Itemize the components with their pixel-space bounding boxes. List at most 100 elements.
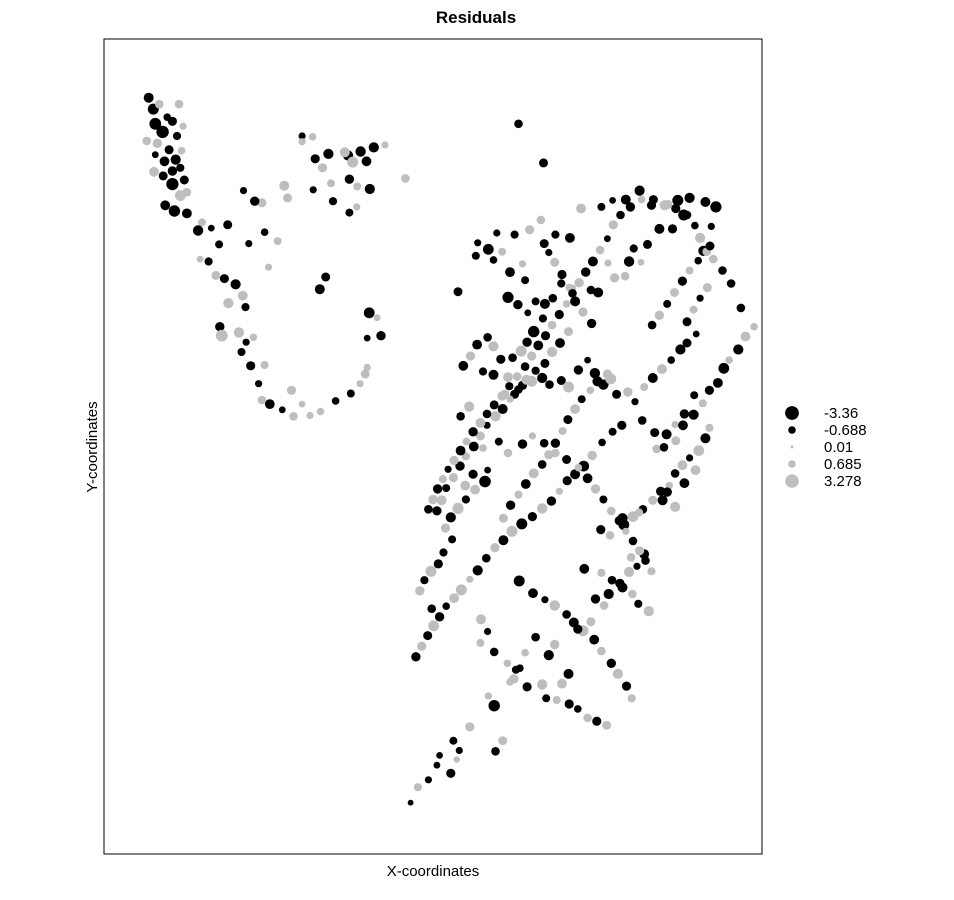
data-point <box>164 145 174 155</box>
data-point <box>552 696 561 704</box>
data-point <box>505 267 515 277</box>
data-point <box>563 381 574 393</box>
data-point <box>607 506 616 516</box>
data-point <box>442 484 451 493</box>
data-point <box>633 562 641 570</box>
data-point <box>725 356 733 364</box>
data-point <box>700 197 711 207</box>
data-point <box>468 441 479 452</box>
data-point <box>223 220 233 230</box>
data-point <box>604 235 611 243</box>
data-point <box>286 385 297 395</box>
data-point <box>455 746 463 755</box>
data-point <box>713 378 723 388</box>
data-point <box>170 154 181 165</box>
data-point <box>503 448 513 458</box>
data-point <box>273 237 282 246</box>
data-point <box>428 620 440 632</box>
data-point <box>558 427 567 435</box>
data-point <box>207 224 215 232</box>
data-point <box>599 601 609 610</box>
data-point <box>562 455 572 464</box>
data-point <box>506 678 514 686</box>
data-point <box>540 331 551 341</box>
data-point <box>609 197 616 204</box>
data-point <box>537 460 547 469</box>
data-point <box>427 604 437 613</box>
data-point <box>570 296 581 307</box>
data-point <box>488 700 500 712</box>
data-point <box>520 362 530 371</box>
data-point <box>428 494 438 505</box>
data-point <box>547 320 557 330</box>
data-point <box>494 437 503 446</box>
data-point <box>750 322 758 331</box>
data-point <box>528 468 539 479</box>
data-point <box>436 752 443 759</box>
data-point <box>696 294 704 302</box>
data-point <box>648 195 658 205</box>
data-point <box>196 255 204 263</box>
data-point <box>346 389 355 398</box>
data-point <box>544 450 554 460</box>
data-point <box>659 443 669 452</box>
data-point <box>174 99 184 109</box>
data-point <box>677 276 688 286</box>
data-point <box>328 197 338 206</box>
data-point <box>482 243 494 255</box>
data-point <box>345 208 354 217</box>
data-point <box>617 420 627 430</box>
data-point <box>693 445 705 456</box>
data-point <box>513 300 523 310</box>
data-point <box>627 694 636 703</box>
data-point <box>563 415 573 425</box>
x-axis-label: X-coordinates <box>387 863 480 880</box>
data-point <box>698 399 707 408</box>
data-point <box>629 244 638 253</box>
data-point <box>249 333 258 342</box>
data-point <box>510 230 519 239</box>
data-point <box>557 279 566 288</box>
data-point <box>149 117 162 130</box>
data-point <box>152 138 162 148</box>
data-point <box>562 610 571 619</box>
data-point <box>685 266 694 275</box>
data-point <box>643 606 654 617</box>
data-point <box>511 665 520 674</box>
data-point <box>331 397 340 405</box>
data-point <box>640 383 649 391</box>
data-point <box>182 187 192 197</box>
data-point <box>448 535 457 544</box>
data-point <box>628 589 637 599</box>
data-point <box>347 156 359 168</box>
data-point <box>237 348 246 356</box>
data-point <box>586 386 595 395</box>
data-point <box>264 263 273 271</box>
legend-marker <box>788 426 796 434</box>
points-layer <box>142 92 758 806</box>
data-point <box>479 444 487 452</box>
data-point <box>482 553 491 563</box>
data-point <box>425 565 437 577</box>
data-point <box>503 659 512 668</box>
data-point <box>436 495 447 506</box>
data-point <box>167 166 178 176</box>
data-point <box>475 418 486 428</box>
data-point <box>590 594 601 604</box>
data-point <box>670 501 681 512</box>
data-point <box>355 146 366 157</box>
data-point <box>440 523 451 533</box>
data-point <box>472 339 482 350</box>
data-point <box>460 480 471 491</box>
data-point <box>497 391 507 401</box>
data-point <box>452 502 464 514</box>
data-point <box>524 309 532 317</box>
data-point <box>584 356 591 364</box>
data-point <box>508 353 517 363</box>
data-point <box>555 338 565 348</box>
chart-title: Residuals <box>436 8 516 27</box>
data-point <box>587 450 597 461</box>
legend-marker <box>790 445 794 449</box>
data-point <box>623 387 633 397</box>
